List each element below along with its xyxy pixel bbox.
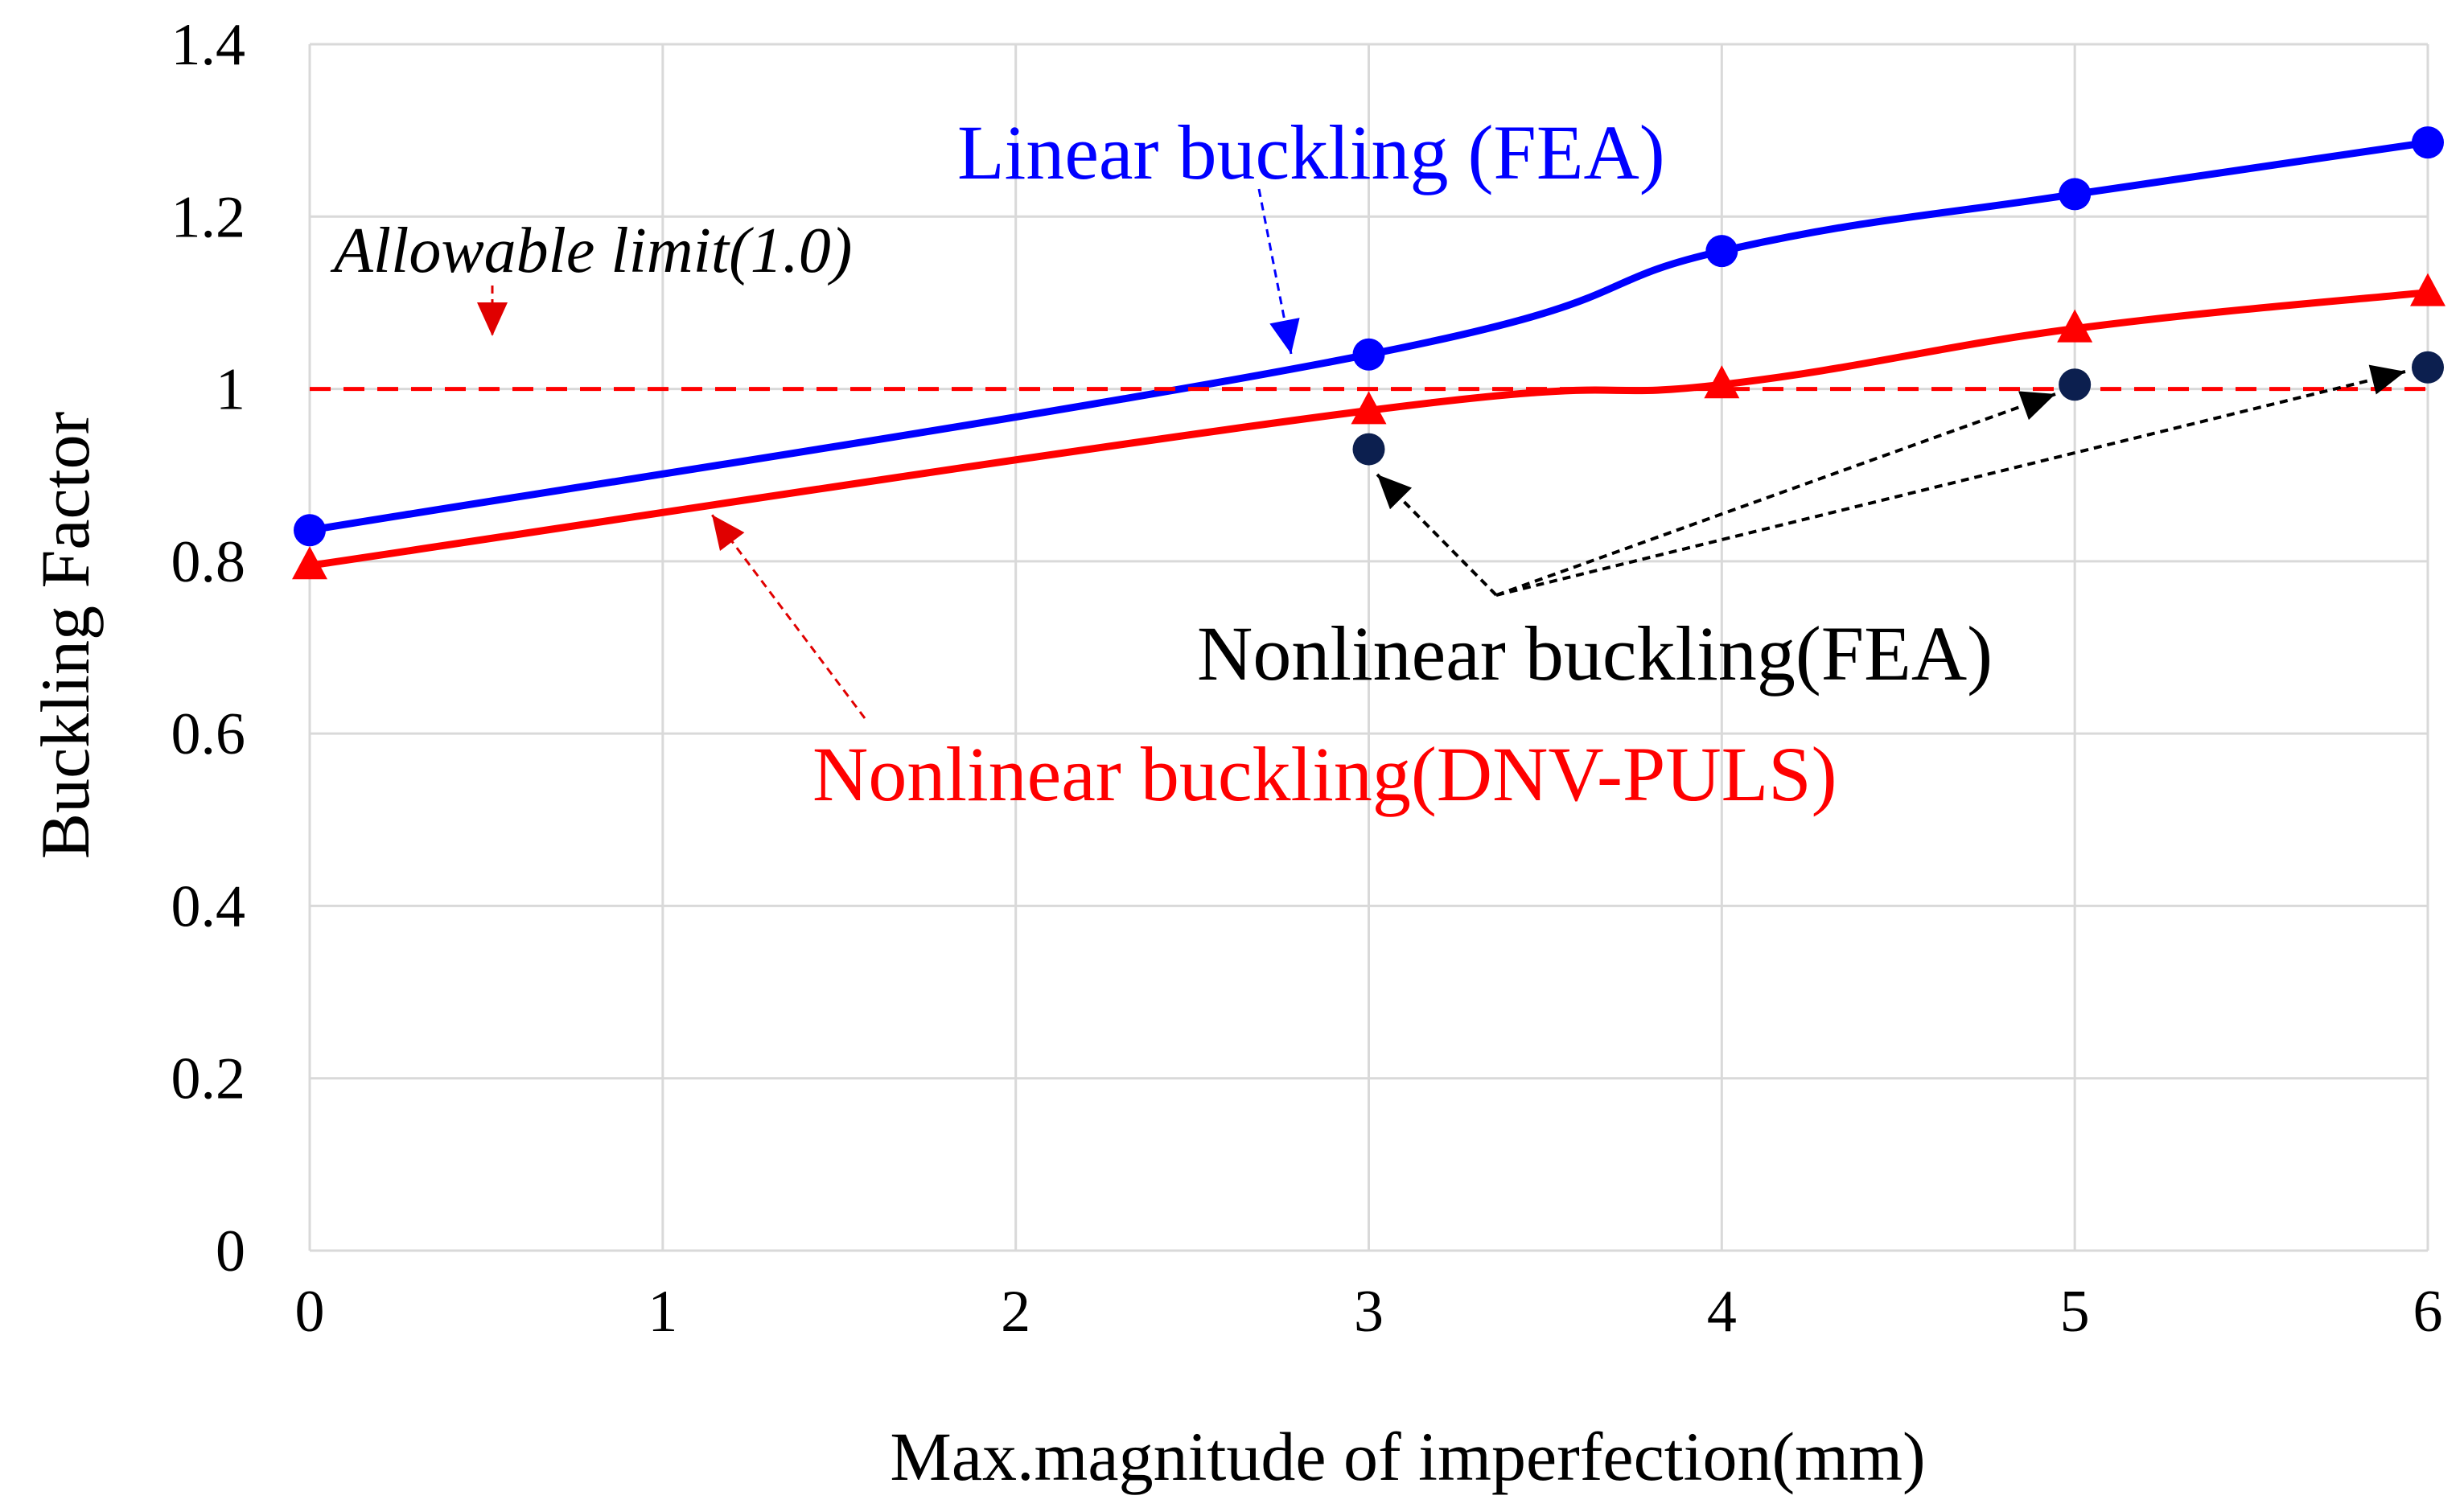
series-0-point [2059,178,2092,211]
x-tick-label: 4 [1707,1279,1737,1345]
x-tick-label: 5 [2060,1279,2090,1345]
arrow-nlfea-6-head [2368,364,2405,395]
series-0-point [2412,126,2444,159]
series-1-point [1704,365,1740,399]
y-tick-label: 0.4 [171,873,246,939]
annotation-nonlinear-buckling-dnv-puls: Nonlinear buckling(DNV-PULS) [812,731,1837,817]
x-tick-label: 1 [648,1279,677,1345]
series-1-point [292,546,327,580]
x-tick-label: 2 [1001,1279,1030,1345]
y-tick-label: 1.2 [171,184,246,250]
series-0-point [294,514,326,547]
series-2-point [2059,368,2092,401]
y-tick-label: 0.2 [171,1046,246,1112]
y-tick-label: 0.6 [171,701,246,767]
arrow-nonlinear-dnv [710,514,866,719]
series-2-point [2412,351,2444,384]
arrow-nlfea-5 [1495,392,2056,597]
arrow-nlfea-3-head [1377,475,1413,510]
y-tick-label: 1.4 [171,12,246,78]
series-1-point [2410,273,2445,306]
y-tick-label: 0 [216,1218,245,1284]
annotation-allowable-limit: Allowable limit(1.0) [330,216,852,286]
series-0-point [1705,235,1738,268]
arrow-allowable-head [477,302,508,336]
arrow-nonlinear-dnv-head [712,515,745,551]
annotation-linear-buckling-fea: Linear buckling (FEA) [957,109,1665,195]
y-tick-label: 0.8 [171,529,246,595]
x-tick-label: 3 [1354,1279,1384,1345]
y-axis-title: Buckling Factor [27,412,104,860]
labels: Max.magnitude of imperfection(mm) Buckli… [27,109,1993,1495]
x-axis-title: Max.magnitude of imperfection(mm) [890,1418,1925,1495]
annotation-arrows [477,188,2406,719]
series-1-point [2057,309,2093,343]
annotation-nonlinear-buckling-fea: Nonlinear buckling(FEA) [1197,610,1993,696]
series-line-0 [309,138,2429,534]
arrow-nlfea-6 [1495,370,2406,597]
series-1-point [1351,391,1387,425]
y-tick-label: 1 [216,357,245,423]
x-tick-label: 0 [295,1279,325,1345]
x-tick-label: 6 [2413,1279,2443,1345]
arrow-linear-fea-head [1269,318,1300,354]
series [292,126,2445,580]
arrow-nlfea-5-head [2018,391,2055,421]
axes: 0 1 2 3 4 5 6 0 0.2 0.4 0.6 0.8 1 1.2 1.4 [171,12,2443,1345]
series-0-point [1352,338,1385,371]
series-2-point [1352,433,1385,466]
